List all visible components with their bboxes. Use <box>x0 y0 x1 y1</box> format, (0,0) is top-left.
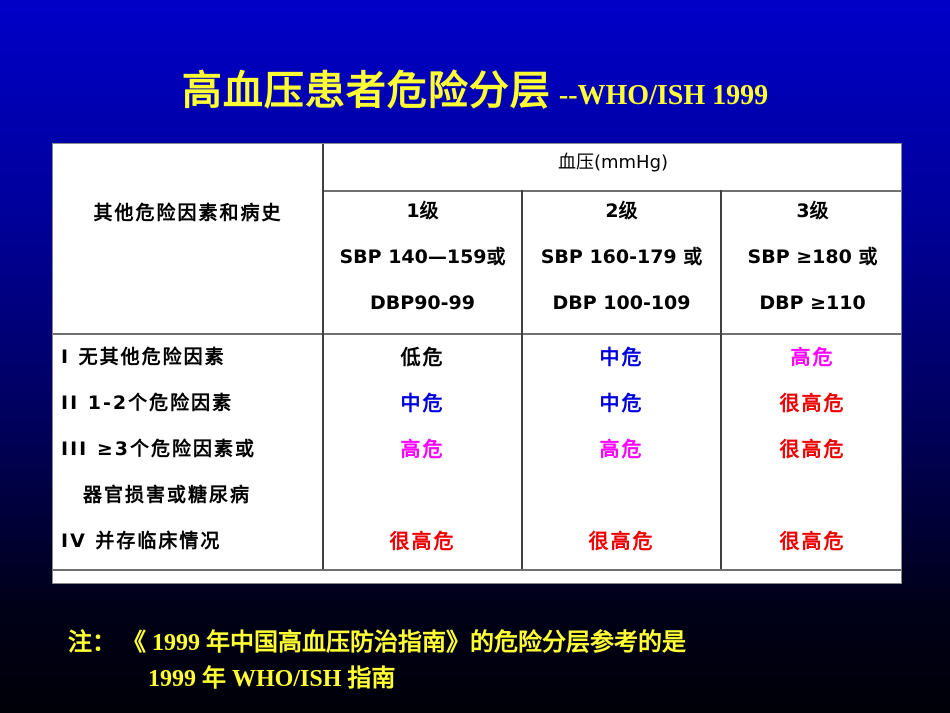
risk-cell: 低危 <box>400 345 445 369</box>
risk-cell: 很高危 <box>389 529 456 553</box>
divider <box>521 190 523 569</box>
title-main: 高血压患者危险分层 <box>181 68 551 114</box>
row-label: I 无其他危险因素 <box>61 346 226 368</box>
risk-cell: 很高危 <box>779 529 846 553</box>
grade-dbp: DBP 100-109 <box>552 292 691 314</box>
row-label: 器官损害或糖尿病 <box>83 484 252 506</box>
grade-label: 1级 <box>406 200 439 222</box>
risk-stratification-table: 血压(mmHg) 其他危险因素和病史 1级 SBP 140—159或 DBP90… <box>52 143 902 584</box>
risk-cell: 中危 <box>599 345 644 369</box>
risk-cell: 高危 <box>400 437 445 461</box>
header-blood-pressure: 血压(mmHg) <box>557 152 669 173</box>
footnote-line-2: 1999 年 WHO/ISH 指南 <box>148 666 396 692</box>
risk-cell: 高危 <box>599 437 644 461</box>
footnote-line-1: 注： 《 1999 年中国高血压防治指南》的危险分层参考的是 <box>68 630 686 656</box>
risk-cell: 中危 <box>599 391 644 415</box>
header-risk-factors: 其他危险因素和病史 <box>93 202 283 224</box>
risk-cell: 很高危 <box>779 437 846 461</box>
risk-cell: 很高危 <box>779 391 846 415</box>
divider <box>322 144 324 569</box>
row-label: IV 并存临床情况 <box>61 530 222 552</box>
grade-sbp: SBP 160-179 或 <box>540 246 703 268</box>
grade-dbp: DBP ≥110 <box>759 292 866 314</box>
grade-label: 2级 <box>605 200 638 222</box>
grade-sbp: SBP ≥180 或 <box>747 246 878 268</box>
grade-2-header: 2级 SBP 160-179 或 DBP 100-109 <box>523 188 720 326</box>
risk-cell: 高危 <box>790 345 835 369</box>
divider <box>323 190 901 192</box>
grade-1-header: 1级 SBP 140—159或 DBP90-99 <box>324 188 521 326</box>
divider <box>53 569 901 571</box>
title-suffix: --WHO/ISH 1999 <box>558 80 769 111</box>
row-label: III ≥3个危险因素或 <box>61 438 256 460</box>
slide-title: 高血压患者危险分层 --WHO/ISH 1999 <box>0 58 950 116</box>
risk-cell: 中危 <box>400 391 445 415</box>
risk-cell: 很高危 <box>588 529 655 553</box>
grade-label: 3级 <box>796 200 829 222</box>
footnote: 注： 《 1999 年中国高血压防治指南》的危险分层参考的是 1999 年 WH… <box>68 625 686 697</box>
row-label: II 1-2个危险因素 <box>61 392 234 414</box>
grade-3-header: 3级 SBP ≥180 或 DBP ≥110 <box>722 188 903 326</box>
divider <box>53 333 901 335</box>
grade-sbp: SBP 140—159或 <box>339 246 506 268</box>
divider <box>720 190 722 569</box>
grade-dbp: DBP90-99 <box>370 292 475 314</box>
